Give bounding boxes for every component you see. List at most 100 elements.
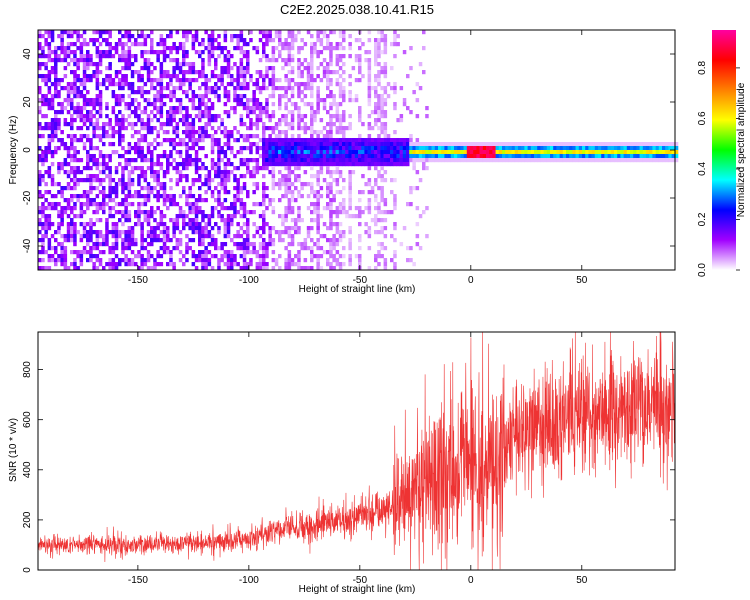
spectrogram-cell (73, 110, 77, 115)
spectrogram-cell (236, 82, 240, 87)
spectrogram-cell (278, 186, 282, 191)
spectrogram-cell (73, 134, 77, 139)
spectrogram-cell (514, 146, 519, 151)
spectrogram-cell (367, 226, 372, 231)
spectrogram-cell (201, 130, 205, 135)
spectrogram-cell (127, 162, 132, 167)
spectrogram-cell (146, 122, 151, 127)
spectrogram-cell (153, 146, 157, 151)
spectrogram-cell (351, 214, 356, 219)
spectrogram-cell (108, 174, 112, 179)
spectrogram-cell (66, 230, 71, 235)
spectrogram-cell (409, 186, 413, 191)
spectrogram-cell (169, 74, 173, 79)
spectrogram-cell (377, 186, 381, 191)
spectrogram-cell (290, 114, 295, 119)
spectrogram-cell (150, 70, 154, 75)
spectrogram-cell (47, 202, 52, 207)
spectrogram-cell (262, 134, 266, 139)
spectrogram-cell (278, 146, 282, 151)
spectrogram-cell (82, 230, 87, 235)
spectrogram-cell (342, 230, 346, 235)
spectrogram-cell (140, 238, 144, 243)
spectrogram-cell (361, 174, 365, 179)
spectrogram-cell (226, 162, 231, 167)
spectrogram-cell (418, 246, 423, 251)
spectrogram-cell (121, 178, 125, 183)
spectrogram-cell (278, 142, 282, 147)
spectrogram-cell (137, 222, 141, 227)
spectrogram-cell (329, 266, 333, 271)
spectrogram-cell (310, 114, 314, 119)
spectrogram-cell (41, 126, 45, 131)
spectrogram-cell (383, 138, 388, 143)
spectrogram-cell (166, 198, 170, 203)
spectrogram-cell (175, 178, 180, 183)
spectrogram-cell (86, 166, 90, 171)
spectrogram-cell (146, 102, 151, 107)
spectrogram-cell (258, 226, 263, 231)
spectrogram-cell (178, 110, 183, 115)
spectrogram-cell (44, 42, 48, 47)
spectrogram-cell (374, 254, 378, 259)
spectrogram-cell (306, 138, 311, 143)
spectrogram-cell (290, 66, 295, 71)
spectrogram-cell (210, 162, 215, 167)
spectrogram-cell (246, 218, 250, 223)
spectrogram-cell (207, 54, 212, 59)
spectrogram-cell (188, 226, 192, 231)
spectrogram-cell (348, 186, 352, 191)
spectrogram-cell (223, 102, 228, 107)
spectrogram-cell (194, 138, 199, 143)
spectrogram-cell (265, 102, 269, 107)
spectrogram-cell (271, 110, 276, 115)
spectrogram-cell (146, 34, 151, 39)
spectrogram-cell (338, 46, 343, 51)
spectrogram-cell (297, 142, 301, 147)
spectrogram-cell (271, 70, 276, 75)
spectrogram-cell (380, 126, 384, 131)
spectrogram-cell (604, 158, 608, 163)
spectrogram-cell (422, 158, 426, 163)
spectrogram-cell (130, 134, 135, 139)
spectrogram-cell (82, 62, 87, 67)
spectrogram-cell (239, 94, 244, 99)
spectrogram-cell (162, 186, 167, 191)
spectrogram-cell (166, 46, 170, 51)
spectrogram-cell (57, 146, 61, 151)
spectrogram-cell (156, 110, 160, 115)
spectrogram-cell (239, 66, 244, 71)
spectrogram-cell (332, 94, 336, 99)
spectrogram-cell (380, 102, 384, 107)
spectrogram-cell (242, 202, 247, 207)
spectrogram-cell (124, 158, 128, 163)
spectrogram-cell (166, 82, 170, 87)
spectrogram-cell (514, 154, 519, 159)
spectrogram-cell (118, 138, 122, 143)
spectrogram-cell (383, 66, 388, 71)
spectrogram-cell (134, 166, 138, 171)
spectrogram-cell (156, 174, 160, 179)
spectrogram-cell (140, 122, 144, 127)
spectrogram-cell (249, 258, 253, 263)
spectrogram-cell (89, 54, 93, 59)
spectrogram-cell (319, 194, 324, 199)
spectrogram-cell (527, 154, 532, 159)
spectrogram-cell (262, 238, 266, 243)
spectrogram-cell (175, 170, 180, 175)
spectrogram-cell (265, 30, 269, 35)
spectrogram-cell (281, 182, 285, 187)
spectrogram-x-label: Height of straight line (km) (299, 284, 416, 295)
spectrogram-cell (150, 130, 154, 135)
spectrogram-cell (217, 86, 221, 91)
spectrogram-cell (98, 258, 103, 263)
spectrogram-cell (255, 118, 260, 123)
spectrogram-cell (402, 162, 407, 167)
spectrogram-cell (300, 142, 304, 147)
spectrogram-cell (47, 102, 52, 107)
spectrogram-cell (210, 158, 215, 163)
spectrogram-cell (361, 150, 365, 155)
spectrogram-cell (265, 74, 269, 79)
spectrogram-cell (191, 46, 196, 51)
spectrogram-cell (319, 146, 324, 151)
